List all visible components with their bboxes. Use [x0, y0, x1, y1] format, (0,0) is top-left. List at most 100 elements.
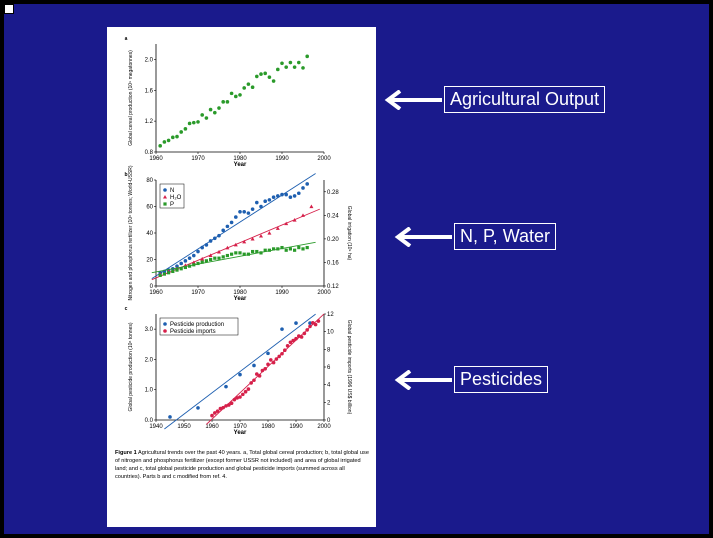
data-point: [301, 247, 305, 251]
data-point: [284, 65, 288, 69]
data-point: [187, 121, 192, 126]
data-point: [302, 331, 307, 336]
data-point: [280, 327, 284, 331]
data-point: [171, 269, 175, 274]
trend-line: [151, 173, 316, 280]
data-point: [250, 85, 255, 89]
callout-label: N, P, Water: [454, 223, 557, 250]
data-point: [305, 182, 309, 186]
data-point: [288, 195, 293, 200]
data-point: [183, 127, 188, 131]
data-point: [313, 322, 318, 327]
y-tick-label-right: 6: [327, 365, 331, 371]
data-point: [175, 264, 179, 268]
data-point: [238, 93, 242, 97]
data-point: [209, 257, 213, 262]
data-point: [259, 233, 263, 238]
y-tick-label: 1.2: [145, 119, 154, 125]
x-tick-label: 1960: [149, 290, 163, 296]
data-point: [167, 271, 171, 275]
data-point: [217, 249, 221, 254]
y-tick-label: 3.0: [145, 327, 154, 333]
data-point: [183, 259, 188, 263]
x-tick-label: 1970: [191, 156, 205, 162]
legend-entry: P: [170, 202, 174, 208]
data-point: [288, 60, 293, 65]
y-tick-label-right: 0.24: [327, 213, 339, 219]
data-point: [168, 415, 172, 419]
data-point: [192, 263, 196, 267]
arrow-left-icon: [394, 226, 452, 247]
data-point: [267, 248, 271, 252]
data-point: [267, 75, 272, 79]
y-axis-label-right: Global irrigation (10⁹ ha): [346, 206, 352, 261]
data-point: [213, 110, 217, 115]
data-point: [252, 363, 256, 368]
data-point: [225, 253, 229, 258]
panel-label: c: [125, 306, 128, 312]
trend-line: [164, 313, 316, 430]
y-tick-label: 40: [146, 231, 153, 237]
arrow-left-icon: [384, 89, 442, 110]
x-tick-label: 1950: [177, 424, 191, 430]
x-tick-label: 1960: [149, 156, 163, 162]
y-tick-label: 0: [150, 284, 154, 290]
x-tick-label: 1980: [233, 290, 247, 296]
data-point: [283, 348, 287, 353]
data-point: [280, 192, 284, 197]
data-point: [284, 192, 288, 197]
data-point: [255, 200, 259, 205]
y-tick-label: 2.0: [145, 357, 154, 363]
y-tick-label: 20: [146, 258, 153, 264]
data-point: [250, 207, 255, 211]
data-point: [301, 186, 305, 190]
data-point: [259, 204, 263, 209]
callout-pesticides: Pesticides: [392, 366, 549, 393]
data-point: [301, 66, 305, 70]
data-point: [243, 389, 248, 394]
data-point: [217, 106, 221, 110]
y-tick-label: 0.8: [145, 150, 154, 156]
data-point: [280, 245, 284, 250]
data-point: [217, 256, 221, 260]
data-point: [280, 351, 284, 356]
data-point: [187, 256, 192, 260]
x-tick-label: 1990: [275, 156, 289, 162]
data-point: [229, 401, 234, 406]
x-axis-label: Year: [234, 430, 247, 436]
data-point: [208, 107, 213, 112]
data-point: [192, 120, 196, 125]
legend-marker: [163, 202, 167, 206]
data-point: [266, 351, 270, 356]
data-point: [255, 372, 259, 376]
y-tick-label-right: 4: [327, 383, 331, 389]
data-point: [263, 366, 267, 371]
data-point: [175, 268, 179, 272]
data-point: [267, 231, 272, 235]
panel-label: b: [124, 172, 127, 178]
data-point: [227, 403, 231, 407]
slide-background: a 1960 1970 1980 1990 2000 Year 0.8 1.2 1.6 2.0 Glo…: [3, 3, 710, 535]
data-point: [249, 381, 253, 385]
data-point: [221, 255, 225, 259]
data-point: [251, 249, 255, 254]
data-point: [292, 194, 297, 198]
legend-entry: Pesticide production: [170, 322, 224, 328]
legend-marker: [163, 195, 167, 199]
data-point: [233, 242, 238, 247]
data-point: [179, 261, 183, 266]
data-point: [299, 335, 304, 339]
data-point: [263, 248, 267, 252]
data-point: [271, 195, 276, 200]
data-point: [267, 198, 272, 202]
y-tick-label-right: 2: [327, 400, 331, 406]
data-point: [218, 406, 223, 411]
data-point: [297, 334, 301, 338]
data-point: [255, 74, 259, 79]
x-tick-label: 2000: [317, 156, 331, 162]
data-point: [175, 134, 179, 139]
data-point: [224, 384, 228, 389]
data-point: [277, 354, 281, 359]
data-point: [274, 357, 279, 361]
data-point: [200, 245, 204, 250]
